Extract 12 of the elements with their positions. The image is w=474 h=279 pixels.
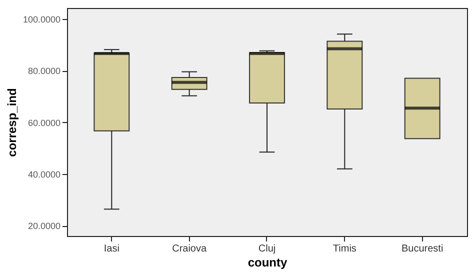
y-tick-label: 100.0000 [22, 14, 60, 25]
y-axis-title: corresp_ind [4, 88, 19, 157]
x-tick-label: Cluj [258, 244, 276, 254]
x-tick-label: Timis [332, 244, 356, 254]
y-tick-label: 20.0000 [28, 221, 60, 232]
x-tick-label: Iasi [104, 244, 120, 254]
y-tick-label: 40.0000 [28, 170, 60, 180]
x-tick-label: Craiova [172, 244, 207, 254]
x-tick-label: Bucuresti [401, 244, 444, 254]
x-axis-title: county [248, 256, 288, 270]
y-tick-label: 80.0000 [28, 66, 60, 76]
y-tick-label: 60.0000 [28, 118, 60, 128]
